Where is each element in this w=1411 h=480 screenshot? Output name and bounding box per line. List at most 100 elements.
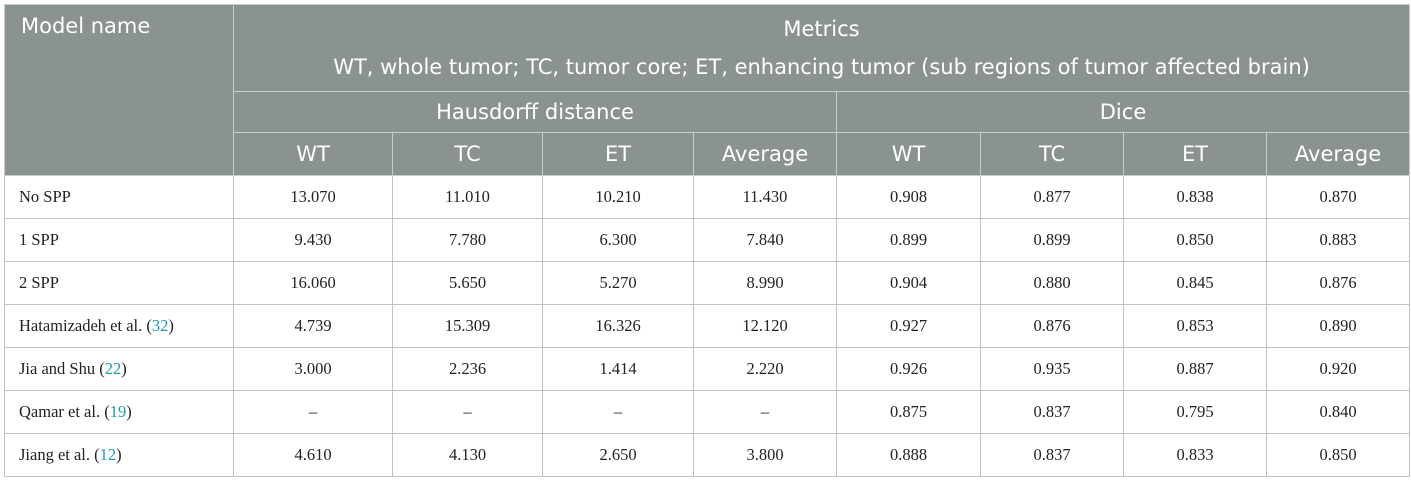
- model-name: Qamar et al. (19): [4, 390, 234, 434]
- table-cell: 0.875: [836, 390, 981, 434]
- table-row: Jia and Shu (22) 3.000 2.236 1.414 2.220 0.92…: [4, 347, 1411, 391]
- table-cell: 0.850: [1123, 218, 1267, 262]
- table-cell: 0.935: [980, 347, 1124, 391]
- table-cell: 6.300: [542, 218, 694, 262]
- group-header: Dice: [835, 91, 1411, 133]
- table-cell: 0.877: [980, 175, 1124, 219]
- column-header: Average: [1265, 132, 1411, 176]
- table-row: 1 SPP 9.430 7.780 6.300 7.840 0.899 0.899 0.850…: [4, 218, 1411, 262]
- table-cell: –: [542, 390, 694, 434]
- table-cell: –: [392, 390, 543, 434]
- header-row: Model name Metrics WT, whole tumor; TC, tu…: [4, 4, 1411, 176]
- table-cell: 0.837: [980, 433, 1124, 477]
- table-body: No SPP 13.070 11.010 10.210 11.430 0.908 0.877…: [4, 175, 1411, 477]
- citation-link[interactable]: 12: [99, 445, 117, 464]
- table-cell: 0.920: [1265, 347, 1411, 391]
- table-cell: 7.780: [392, 218, 543, 262]
- table-cell: 0.876: [980, 304, 1124, 348]
- model-text: ): [126, 402, 132, 421]
- table-cell: 0.795: [1123, 390, 1267, 434]
- table-cell: 3.000: [233, 347, 393, 391]
- table-cell: 0.927: [836, 304, 981, 348]
- model-name: Jia and Shu (22): [4, 347, 234, 391]
- table-cell: 15.309: [392, 304, 543, 348]
- results-table: Model name Metrics WT, whole tumor; TC, tu…: [4, 4, 1411, 477]
- model-text: Jiang et al. (: [19, 445, 100, 464]
- table-cell: 4.130: [392, 433, 543, 477]
- table-cell: 0.837: [980, 390, 1124, 434]
- table-cell: 0.876: [1265, 261, 1411, 305]
- table-row: Qamar et al. (19) – – – –0.875 0.837 0.795 0.84…: [4, 390, 1411, 434]
- table-cell: 0.840: [1265, 390, 1411, 434]
- table-cell: 16.326: [542, 304, 694, 348]
- table-row: Hatamizadeh et al. (32) 4.739 15.309 16.326…: [4, 304, 1411, 348]
- table-cell: 0.883: [1265, 218, 1411, 262]
- table-cell: 0.887: [1123, 347, 1267, 391]
- table-row: 2 SPP 16.060 5.650 5.270 8.990 0.904 0.880 0.84…: [4, 261, 1411, 305]
- table-cell: 5.650: [392, 261, 543, 305]
- table-cell: 0.888: [836, 433, 981, 477]
- model-text: ): [168, 316, 174, 335]
- column-header: ET: [542, 132, 694, 176]
- table-cell: 8.990: [693, 261, 837, 305]
- column-header: Average: [693, 132, 837, 176]
- model-name: 1 SPP: [4, 218, 234, 262]
- table-cell: 0.899: [980, 218, 1124, 262]
- model-text: Jia and Shu (: [19, 359, 105, 378]
- table-row: No SPP 13.070 11.010 10.210 11.430 0.908 0.877…: [4, 175, 1411, 219]
- table-cell: 0.850: [1265, 433, 1411, 477]
- metrics-header: Metrics WT, whole tumor; TC, tumor core; …: [232, 4, 1411, 92]
- table-cell: 7.840: [693, 218, 837, 262]
- table-cell: 0.833: [1123, 433, 1267, 477]
- table-cell: 9.430: [233, 218, 393, 262]
- table-cell: 2.650: [542, 433, 694, 477]
- column-header: WT: [233, 132, 393, 176]
- column-header: ET: [1123, 132, 1267, 176]
- table-cell: 5.270: [542, 261, 694, 305]
- table-cell: 0.853: [1123, 304, 1267, 348]
- table-cell: 0.908: [836, 175, 981, 219]
- table-cell: 12.120: [693, 304, 837, 348]
- model-text: No SPP: [19, 187, 71, 206]
- column-header: TC: [980, 132, 1124, 176]
- group-header: Hausdorff distance: [233, 91, 837, 133]
- model-text: 1 SPP: [19, 230, 59, 249]
- table-cell: 0.890: [1265, 304, 1411, 348]
- table-cell: 4.610: [233, 433, 393, 477]
- model-text: ): [116, 445, 122, 464]
- header-row: WT TC ET Average WT TC ET Average: [5, 132, 1411, 176]
- table-cell: 11.430: [693, 175, 837, 219]
- model-name: Hatamizadeh et al. (32): [4, 304, 234, 348]
- table-cell: 11.010: [392, 175, 543, 219]
- table-cell: 0.870: [1265, 175, 1411, 219]
- table-row: Jiang et al. (12) 4.610 4.130 2.650 3.800 0.8…: [4, 433, 1411, 477]
- table-cell: 2.236: [392, 347, 543, 391]
- table-cell: 0.838: [1123, 175, 1267, 219]
- table-cell: 2.220: [693, 347, 837, 391]
- metrics-title: Metrics: [783, 17, 860, 41]
- model-name: Jiang et al. (12): [4, 433, 234, 477]
- table-cell: –: [693, 390, 837, 434]
- table-cell: 0.880: [980, 261, 1124, 305]
- citation-link[interactable]: 22: [104, 359, 122, 378]
- model-name: No SPP: [4, 175, 234, 219]
- table-header: Model name Metrics WT, whole tumor; TC, tu…: [4, 4, 1411, 176]
- table-cell: 1.414: [542, 347, 694, 391]
- table-cell: 13.070: [233, 175, 393, 219]
- model-text: ): [121, 359, 127, 378]
- header-row: Hausdorff distance Dice: [5, 91, 1411, 133]
- table-cell: 0.904: [836, 261, 981, 305]
- table-cell: –: [233, 390, 393, 434]
- table-cell: 16.060: [233, 261, 393, 305]
- metrics-note: WT, whole tumor; TC, tumor core; ET, enh…: [333, 55, 1310, 79]
- column-header: Model name: [4, 4, 234, 176]
- citation-link[interactable]: 19: [109, 402, 127, 421]
- column-header: WT: [836, 132, 981, 176]
- table-cell: 0.845: [1123, 261, 1267, 305]
- table-cell: 10.210: [542, 175, 694, 219]
- table-cell: 3.800: [693, 433, 837, 477]
- citation-link[interactable]: 32: [151, 316, 169, 335]
- model-text: Hatamizadeh et al. (: [19, 316, 152, 335]
- table-cell: 0.899: [836, 218, 981, 262]
